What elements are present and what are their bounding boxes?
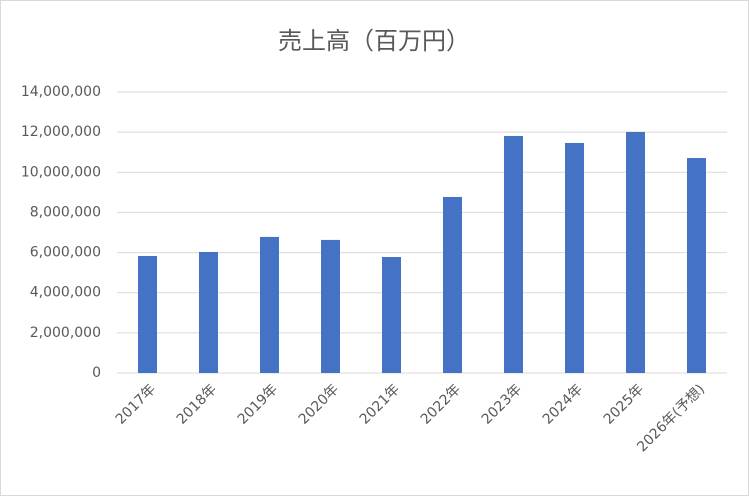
bar <box>443 196 462 373</box>
y-tick-label: 6,000,000 <box>30 245 101 261</box>
bar <box>321 239 340 373</box>
y-tick-label: 0 <box>92 365 101 381</box>
y-tick-label: 4,000,000 <box>30 285 101 301</box>
y-tick-label: 8,000,000 <box>30 204 101 220</box>
bar <box>260 236 279 373</box>
bar <box>138 255 157 373</box>
bar <box>626 131 645 373</box>
bar <box>687 158 706 373</box>
y-tick-label: 2,000,000 <box>30 325 101 341</box>
y-tick-label: 12,000,000 <box>21 124 101 140</box>
bar <box>504 135 523 373</box>
bar <box>199 251 218 373</box>
chart-title: 売上高（百万円） <box>278 27 470 55</box>
bar <box>382 256 401 373</box>
y-tick-label: 10,000,000 <box>21 164 101 180</box>
bar <box>565 142 584 373</box>
y-tick-label: 14,000,000 <box>21 84 101 100</box>
